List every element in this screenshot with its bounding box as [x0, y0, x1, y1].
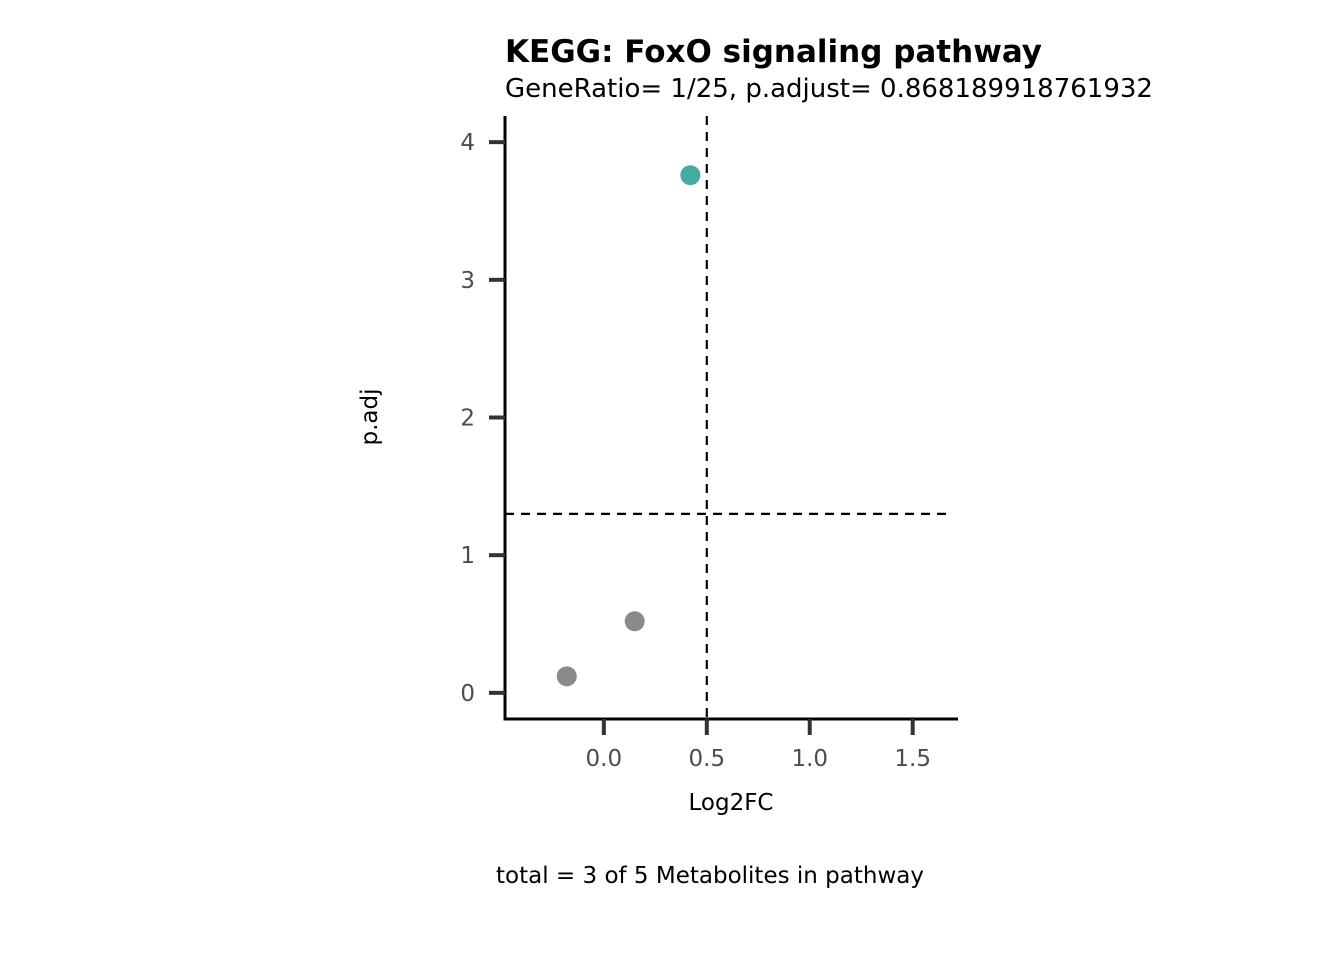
x-tick-label: 0.5	[689, 746, 726, 772]
y-tick-label: 2	[460, 406, 475, 432]
y-tick-label: 3	[460, 268, 475, 294]
chart-subtitle: GeneRatio= 1/25, p.adjust= 0.86818991876…	[505, 74, 1153, 104]
y-tick-label: 0	[460, 681, 475, 707]
y-tick-label: 4	[460, 130, 475, 156]
x-tick-label: 0.0	[586, 746, 623, 772]
y-axis-ticks: 0 1 2 3 4	[460, 130, 505, 707]
data-point-significant	[680, 165, 701, 186]
chart-title: KEGG: FoxO signaling pathway	[505, 34, 1042, 70]
data-points	[556, 165, 701, 687]
reference-lines	[505, 116, 950, 719]
chart-caption: total = 3 of 5 Metabolites in pathway	[496, 863, 924, 889]
x-axis-ticks: 0.0 0.5 1.0 1.5	[586, 719, 931, 772]
x-tick-label: 1.0	[791, 746, 828, 772]
axes	[503, 116, 958, 721]
y-tick-label: 1	[460, 543, 475, 569]
data-point-not-significant	[624, 611, 645, 632]
x-axis-title: Log2FC	[688, 790, 773, 816]
y-axis-title: p.adj	[357, 389, 383, 446]
data-point-not-significant	[556, 666, 577, 687]
x-tick-label: 1.5	[894, 746, 931, 772]
